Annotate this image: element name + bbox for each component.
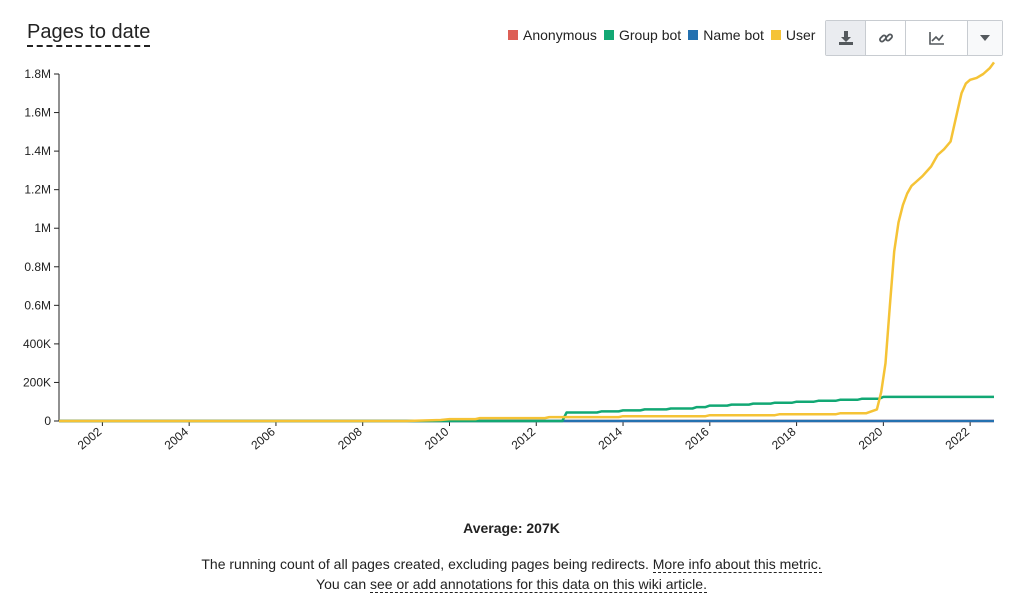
y-axis: 0 200K 400K 0.6M 0.8M 1M 1.2M 1.4M 1.6M 1.8M xyxy=(23,67,60,428)
legend-label-anonymous: Anonymous xyxy=(523,27,597,43)
y-tick-label: 1.2M xyxy=(24,183,51,197)
chevron-down-icon xyxy=(980,35,990,41)
more-options-button[interactable] xyxy=(968,21,1002,55)
download-icon xyxy=(838,31,853,45)
x-tick-label: 2012 xyxy=(509,424,539,452)
annotations-link[interactable]: see or add annotations for this data on … xyxy=(370,576,707,593)
description-prefix: You can xyxy=(316,576,370,592)
legend: Anonymous Group bot Name bot User xyxy=(508,26,815,44)
x-tick-label: 2016 xyxy=(682,424,712,452)
share-link-button[interactable] xyxy=(866,21,906,55)
legend-item-user[interactable]: User xyxy=(770,27,816,43)
x-tick-label: 2002 xyxy=(75,424,105,452)
x-tick-label: 2022 xyxy=(943,424,973,452)
legend-swatch-group-bot xyxy=(603,30,614,40)
series-line-group-bot xyxy=(59,395,994,423)
description-text: The running count of all pages created, … xyxy=(201,556,653,572)
legend-item-anonymous[interactable]: Anonymous xyxy=(508,27,597,43)
x-tick-label: 2014 xyxy=(596,424,626,452)
x-tick-label: 2006 xyxy=(248,424,278,452)
legend-swatch-anonymous xyxy=(508,30,518,40)
y-tick-label: 200K xyxy=(23,375,51,389)
y-tick-label: 1.4M xyxy=(24,144,51,158)
legend-label-name-bot: Name bot xyxy=(703,27,764,43)
x-tick-label: 2010 xyxy=(422,424,452,452)
line-chart-icon xyxy=(928,32,944,45)
series-line-user xyxy=(59,61,996,423)
metric-description: The running count of all pages created, … xyxy=(0,554,1023,594)
legend-item-group-bot[interactable]: Group bot xyxy=(603,27,682,43)
y-tick-label: 0.8M xyxy=(24,260,51,274)
link-icon xyxy=(878,33,893,43)
x-tick-label: 2018 xyxy=(769,424,799,452)
y-tick-label: 1M xyxy=(34,221,51,235)
y-tick-label: 400K xyxy=(23,337,51,351)
average-value: Average: 207K xyxy=(463,520,560,536)
chart-title: Pages to date xyxy=(27,20,151,47)
x-axis: 2002 2004 2006 2008 2010 2012 2014 2016 2018 2020… xyxy=(59,420,994,452)
x-tick-label: 2020 xyxy=(856,424,886,452)
legend-swatch-user xyxy=(770,30,781,40)
legend-label-group-bot: Group bot xyxy=(618,27,682,43)
chart-type-button[interactable] xyxy=(906,21,968,55)
x-tick-label: 2004 xyxy=(162,424,192,452)
x-tick-label: 2008 xyxy=(335,424,365,452)
line-chart: 0 200K 400K 0.6M 0.8M 1M 1.2M 1.4M 1.6M 1.8M 2002… xyxy=(23,61,996,452)
download-button[interactable] xyxy=(826,21,866,55)
y-tick-label: 1.8M xyxy=(24,67,51,81)
legend-swatch-name-bot xyxy=(688,30,699,40)
legend-item-name-bot[interactable]: Name bot xyxy=(688,27,764,43)
y-tick-label: 0 xyxy=(44,414,51,428)
y-tick-label: 1.6M xyxy=(24,106,51,120)
y-tick-label: 0.6M xyxy=(24,298,51,312)
series-lines xyxy=(59,61,996,423)
chart-toolbar xyxy=(825,20,1003,56)
legend-label-user: User xyxy=(785,27,816,43)
more-info-link[interactable]: More info about this metric. xyxy=(652,556,822,573)
